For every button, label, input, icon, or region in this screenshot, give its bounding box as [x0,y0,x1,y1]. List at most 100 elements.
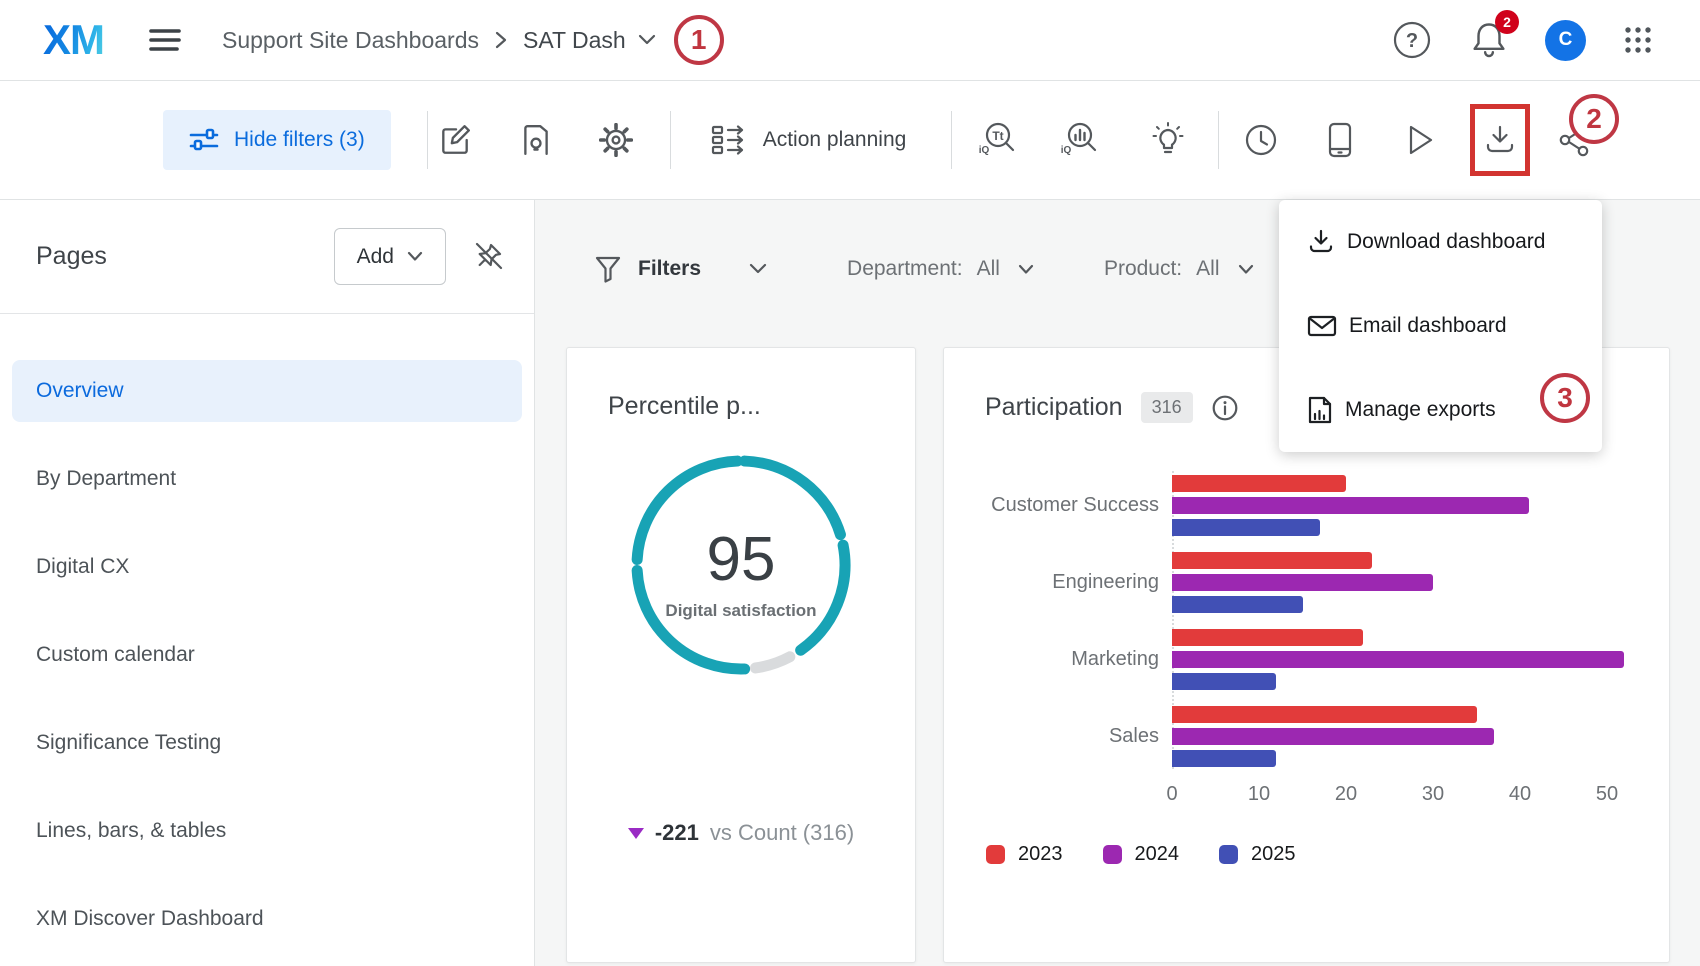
gauge-metric-label: Digital satisfaction [665,601,817,620]
menu-item-label: Email dashboard [1349,314,1507,337]
toolbar-divider [1218,111,1220,169]
settings-gear-icon[interactable] [598,123,633,157]
gauge-chart: 95 Digital satisfaction [623,447,859,683]
svg-text:iQ: iQ [1061,145,1071,156]
bar-2024 [1172,728,1494,745]
chart-category-row: Customer Success [944,475,1669,536]
chart-category-row: Engineering [944,552,1669,613]
pages-list: Overview By Department Digital CX Custom… [0,314,534,950]
bar-2025 [1172,519,1320,536]
bar-2023 [1172,706,1477,723]
dashboard-toolbar: Hide filters (3) [0,81,1700,200]
email-icon [1307,314,1337,338]
sidebar-item-custom-calendar[interactable]: Custom calendar [36,643,195,666]
unpin-sidebar-icon[interactable] [472,241,504,273]
filters-label[interactable]: Filters [638,257,702,280]
export-download-icon[interactable] [1484,124,1516,156]
manage-exports-icon [1307,395,1333,425]
action-planning-icon [711,124,747,156]
action-planning-button[interactable]: Action planning [711,124,907,156]
annotation-step-1: 1 [673,15,724,65]
notifications-bell-icon[interactable]: 2 [1469,10,1519,61]
funnel-icon [595,255,621,283]
menu-item-label: Download dashboard [1347,230,1546,253]
x-axis-tick: 0 [1166,783,1178,805]
menu-item-download-dashboard[interactable]: Download dashboard [1279,200,1602,284]
stats-iq-icon[interactable]: iQ [1061,120,1101,160]
x-axis-tick: 20 [1334,783,1358,805]
pages-sidebar: Pages Add Overview By Department Digital… [0,200,535,966]
menu-item-manage-exports[interactable]: Manage exports [1279,368,1602,452]
sidebar-item-significance-testing[interactable]: Significance Testing [36,731,222,754]
bar-chart-legend: 2023 2024 2025 [986,843,1669,866]
bar-2025 [1172,673,1277,690]
participation-widget-header: Participation 316 [985,392,1669,423]
bar-2023 [1172,552,1373,569]
gauge-delta-comparison: vs Count (316) [709,820,855,845]
sidebar-item-overview[interactable]: Overview [12,360,522,422]
info-icon[interactable] [1211,394,1239,422]
bar-2024 [1172,651,1625,668]
department-filter-label[interactable]: Department: [847,257,963,280]
hamburger-menu-icon[interactable] [148,27,182,53]
app-grid-icon[interactable] [1622,24,1654,56]
help-icon[interactable]: ? [1391,19,1433,61]
bar-2025 [1172,750,1277,767]
hide-filters-button[interactable]: Hide filters (3) [163,110,391,170]
percentile-widget-title: Percentile p... [608,392,761,420]
product-filter-value[interactable]: All [1196,257,1220,280]
add-page-button[interactable]: Add [333,228,446,285]
chart-bar-group [1172,552,1433,613]
sidebar-item-lines-bars-tables[interactable]: Lines, bars, & tables [36,819,227,842]
legend-item-2023: 2023 [986,843,1063,866]
sidebar-item-xm-discover-dashboard[interactable]: XM Discover Dashboard [36,907,264,930]
bar-2024 [1172,574,1433,591]
chevron-down-icon[interactable] [638,34,656,46]
suggestions-lightbulb-icon[interactable] [1149,121,1187,159]
edit-dashboard-icon[interactable] [438,123,472,157]
x-axis-tick: 10 [1247,783,1271,805]
action-planning-label: Action planning [762,128,907,151]
pages-title: Pages [36,242,107,270]
chevron-down-icon[interactable] [1238,264,1254,275]
chevron-down-icon[interactable] [749,263,767,275]
page-insights-icon[interactable] [519,123,553,157]
percentile-widget: Percentile p... 95 Digital satisfaction … [566,347,916,963]
chart-category-label: Sales [1108,725,1159,747]
toolbar-divider [951,111,953,169]
chevron-right-icon [495,31,507,49]
download-dropdown-menu: Download dashboard Email dashboard Manag… [1279,200,1602,452]
bar-2023 [1172,629,1364,646]
breadcrumb-current[interactable]: SAT Dash [523,26,626,53]
legend-swatch [986,845,1005,864]
schedule-clock-icon[interactable] [1243,122,1279,158]
x-axis-tick: 50 [1595,783,1619,805]
chart-bar-group [1172,629,1625,690]
legend-label: 2023 [1018,843,1063,865]
mobile-preview-icon[interactable] [1322,121,1358,159]
legend-swatch [1102,845,1122,864]
sidebar-item-digital-cx[interactable]: Digital CX [36,555,130,578]
legend-label: 2025 [1251,843,1296,865]
download-icon [1307,228,1335,256]
svg-text:Tt: Tt [993,129,1004,143]
product-filter-label[interactable]: Product: [1103,257,1183,280]
xm-logo: XM [43,16,105,63]
menu-item-email-dashboard[interactable]: Email dashboard [1279,284,1602,368]
legend-item-2024: 2024 [1102,843,1179,866]
chart-category-row: Sales [944,706,1669,767]
sliders-icon [189,127,219,153]
chevron-down-icon[interactable] [1018,264,1034,275]
toolbar-divider [426,111,428,169]
avatar[interactable]: C [1545,19,1586,61]
bar-2024 [1172,497,1529,514]
sidebar-item-by-department[interactable]: By Department [36,467,177,490]
triangle-down-icon [627,827,644,839]
chart-bar-group [1172,706,1494,767]
filters-bar: Filters Department: All Product: All [595,240,1254,298]
play-presentation-icon[interactable] [1403,122,1437,158]
text-iq-icon[interactable]: Tt iQ [979,120,1019,160]
department-filter-value[interactable]: All [976,257,1000,280]
breadcrumb-parent[interactable]: Support Site Dashboards [222,26,479,53]
bar-chart-x-axis: 0 10 20 30 40 50 [1166,783,1669,809]
